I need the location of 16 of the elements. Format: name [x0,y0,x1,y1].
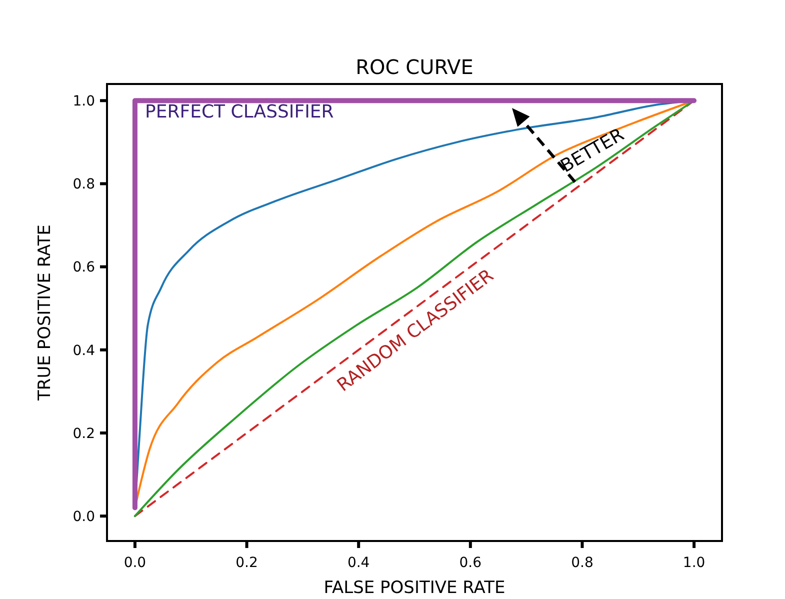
x-tick-label: 0.8 [571,555,594,571]
chart-title: ROC CURVE [356,55,474,79]
x-tick-label: 0.0 [124,555,146,571]
x-axis-title: FALSE POSITIVE RATE [324,578,506,598]
y-tick-label: 0.0 [72,508,95,525]
x-tick-label: 0.6 [459,555,482,571]
y-tick-label: 0.2 [72,426,95,442]
x-tick-label: 0.2 [236,555,258,571]
y-tick-label: 0.4 [72,342,96,359]
x-tick-label: 0.4 [347,555,370,571]
annotation: PERFECT CLASSIFIER [145,101,334,122]
y-axis-title: TRUE POSITIVE RATE [35,224,55,402]
y-tick-label: 0.6 [72,260,96,276]
y-tick-label: 1.0 [72,94,95,110]
y-tick-label: 0.8 [72,176,95,193]
x-tick-label: 1.0 [682,555,706,571]
